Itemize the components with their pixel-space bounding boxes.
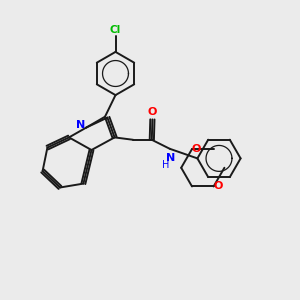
Text: H: H [162,160,169,170]
Text: O: O [148,107,157,117]
Text: O: O [191,144,201,154]
Text: N: N [167,153,176,163]
Text: O: O [213,182,223,191]
Text: Cl: Cl [110,26,121,35]
Text: N: N [76,119,85,130]
